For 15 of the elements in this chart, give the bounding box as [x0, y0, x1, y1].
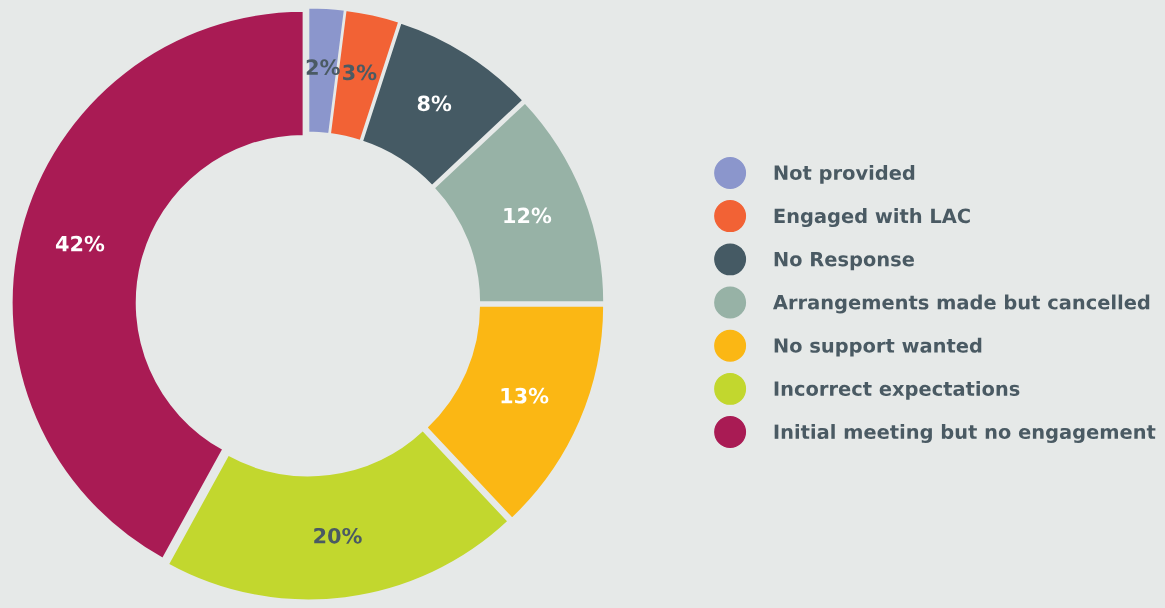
donut-slice [425, 304, 606, 520]
legend-label: No Response [774, 251, 914, 271]
donut-slice [166, 429, 510, 602]
legend-label: Engaged with LAC [774, 208, 970, 228]
data-label: 8% [417, 95, 452, 112]
legend-label: Not provided [774, 164, 915, 184]
legend-label: No support wanted [774, 337, 982, 357]
data-label: 12% [504, 207, 552, 224]
data-label: 13% [501, 387, 549, 404]
legend-label: Arrangements made but cancelled [772, 294, 1150, 314]
legend-label: Initial meeting but no engagement [774, 424, 1156, 444]
data-label: 20% [314, 527, 362, 544]
data-label: 42% [55, 235, 105, 252]
data-label: 3% [343, 64, 377, 81]
legend-label: Incorrect expectations [774, 380, 1020, 400]
